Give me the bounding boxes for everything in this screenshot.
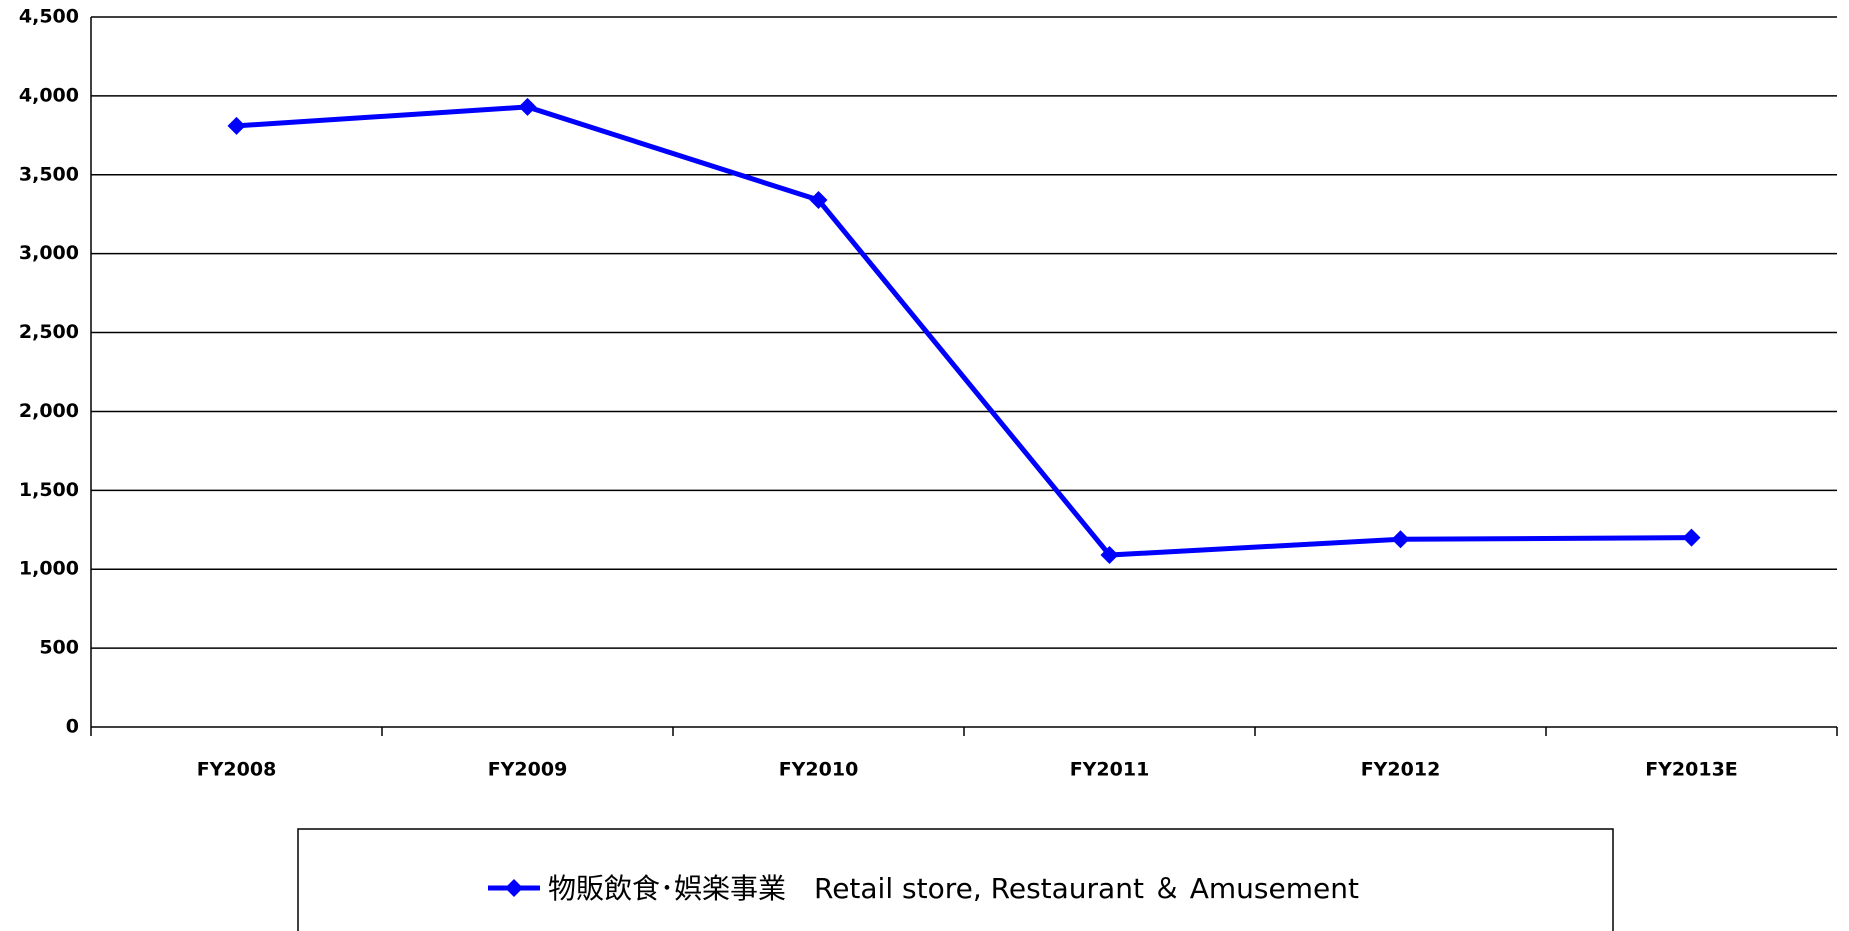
y-tick-label: 3,000 bbox=[19, 242, 79, 264]
legend-label: 物販飲食･娯楽事業 Retail store, Restaurant ＆ Amu… bbox=[548, 872, 1359, 905]
x-tick-label: FY2008 bbox=[197, 759, 277, 781]
y-tick-label: 3,500 bbox=[19, 163, 79, 185]
line bbox=[236, 104, 1692, 558]
y-tick-label: 500 bbox=[39, 637, 79, 659]
marker bbox=[1100, 546, 1119, 565]
marker bbox=[1391, 530, 1410, 549]
marker bbox=[809, 191, 828, 210]
legend-box bbox=[297, 828, 1614, 931]
y-tick-label: 2,000 bbox=[19, 400, 79, 422]
y-tick-label: 0 bbox=[66, 716, 79, 738]
y-tick-label: 1,000 bbox=[19, 558, 79, 580]
x-tick-label: FY2012 bbox=[1361, 759, 1441, 781]
x-tick-label: FY2010 bbox=[779, 759, 859, 781]
y-tick-label: 4,000 bbox=[19, 84, 79, 106]
x-tick-label: FY2011 bbox=[1070, 759, 1150, 781]
x-tick-label: FY2013E bbox=[1645, 759, 1738, 781]
y-tick-label: 1,500 bbox=[19, 479, 79, 501]
marker bbox=[227, 116, 246, 135]
x-tick-label: FY2009 bbox=[488, 759, 568, 781]
y-tick-label: 4,500 bbox=[19, 6, 79, 28]
marker bbox=[518, 97, 537, 116]
marker bbox=[1682, 528, 1701, 547]
legend-marker bbox=[505, 879, 523, 897]
y-tick-label: 2,500 bbox=[19, 321, 79, 343]
